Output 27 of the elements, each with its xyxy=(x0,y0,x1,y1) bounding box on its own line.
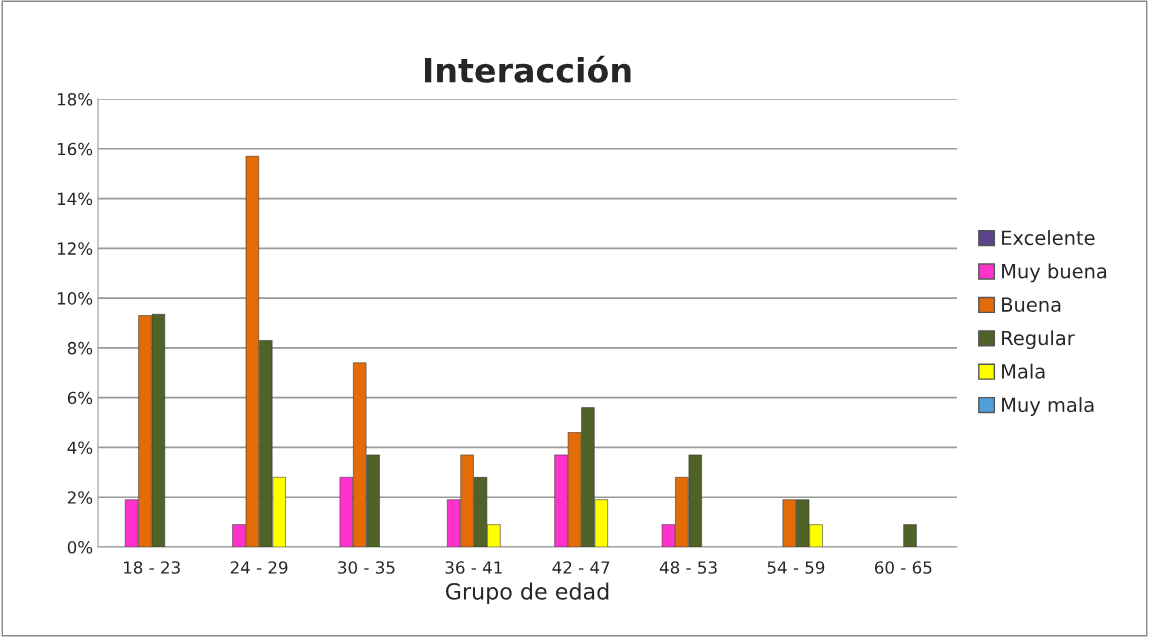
y-tick-label: 12% xyxy=(57,242,93,255)
y-tick-label: 14% xyxy=(57,192,93,206)
legend-label: Mala xyxy=(1002,363,1045,379)
x-tick-label: 24 - 29 xyxy=(230,561,288,574)
legend-label: Regular xyxy=(1002,330,1075,350)
y-tick-label: 6% xyxy=(67,391,93,405)
y-tick-label: 4% xyxy=(67,441,93,455)
y-tick-label: 18% xyxy=(57,92,93,106)
x-tick-label: 42 - 47 xyxy=(552,561,610,574)
y-tick-label: 16% xyxy=(57,142,93,156)
chart-title: Interacción xyxy=(424,55,631,83)
x-tick-label: 54 - 59 xyxy=(767,561,825,574)
legend-label: Buena xyxy=(1002,297,1061,312)
y-tick-label: 8% xyxy=(67,341,93,355)
x-tick-label: 18 - 23 xyxy=(124,561,180,574)
x-tick-label: 30 - 35 xyxy=(338,561,395,574)
y-tick-label: 2% xyxy=(67,491,93,504)
x-axis-title: Grupo de edad xyxy=(445,582,609,605)
legend-label: Excelente xyxy=(1002,230,1095,246)
y-tick-label: 10% xyxy=(57,292,93,305)
legend-label: Muy mala xyxy=(1002,397,1094,416)
x-tick-label: 48 - 53 xyxy=(659,561,717,574)
y-tick-label: 0% xyxy=(67,540,93,554)
x-tick-label: 60 - 65 xyxy=(874,561,932,574)
x-tick-label: 36 - 41 xyxy=(445,561,502,574)
bar xyxy=(903,524,917,547)
legend-label: Muy buena xyxy=(1002,263,1107,283)
